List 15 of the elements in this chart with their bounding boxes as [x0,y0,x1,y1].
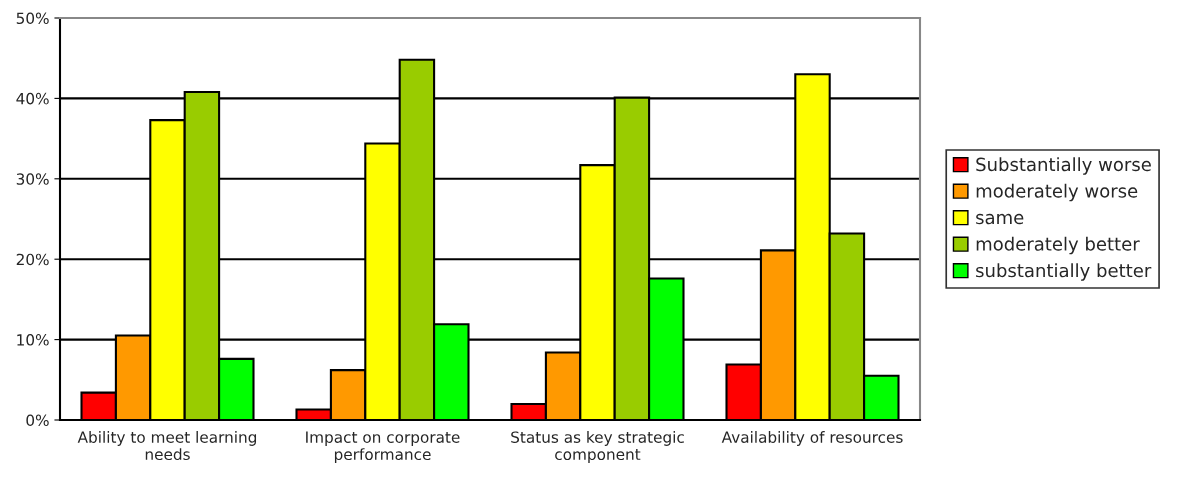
x-tick-label: Impact on corporate performance [306,431,460,463]
legend-label: substantially better [976,263,1152,281]
legend-label: Substantially worse [976,157,1151,175]
x-tick-label: Status as key strategic component [511,431,684,463]
y-tick-label: 0% [26,414,49,427]
legend-label: same [976,213,1024,225]
y-tick-label: 30% [16,173,49,185]
x-tick-label: Availability of resources [721,431,903,446]
y-tick-label: 50% [16,12,49,25]
y-tick-label: 10% [17,334,49,346]
y-tick-label: 40% [16,92,49,105]
y-tick-label: 20% [16,253,49,266]
legend-label: moderately worse [976,183,1138,202]
legend-label: moderately better [976,236,1140,255]
x-tick-label: Ability to meet learning needs [77,431,257,461]
